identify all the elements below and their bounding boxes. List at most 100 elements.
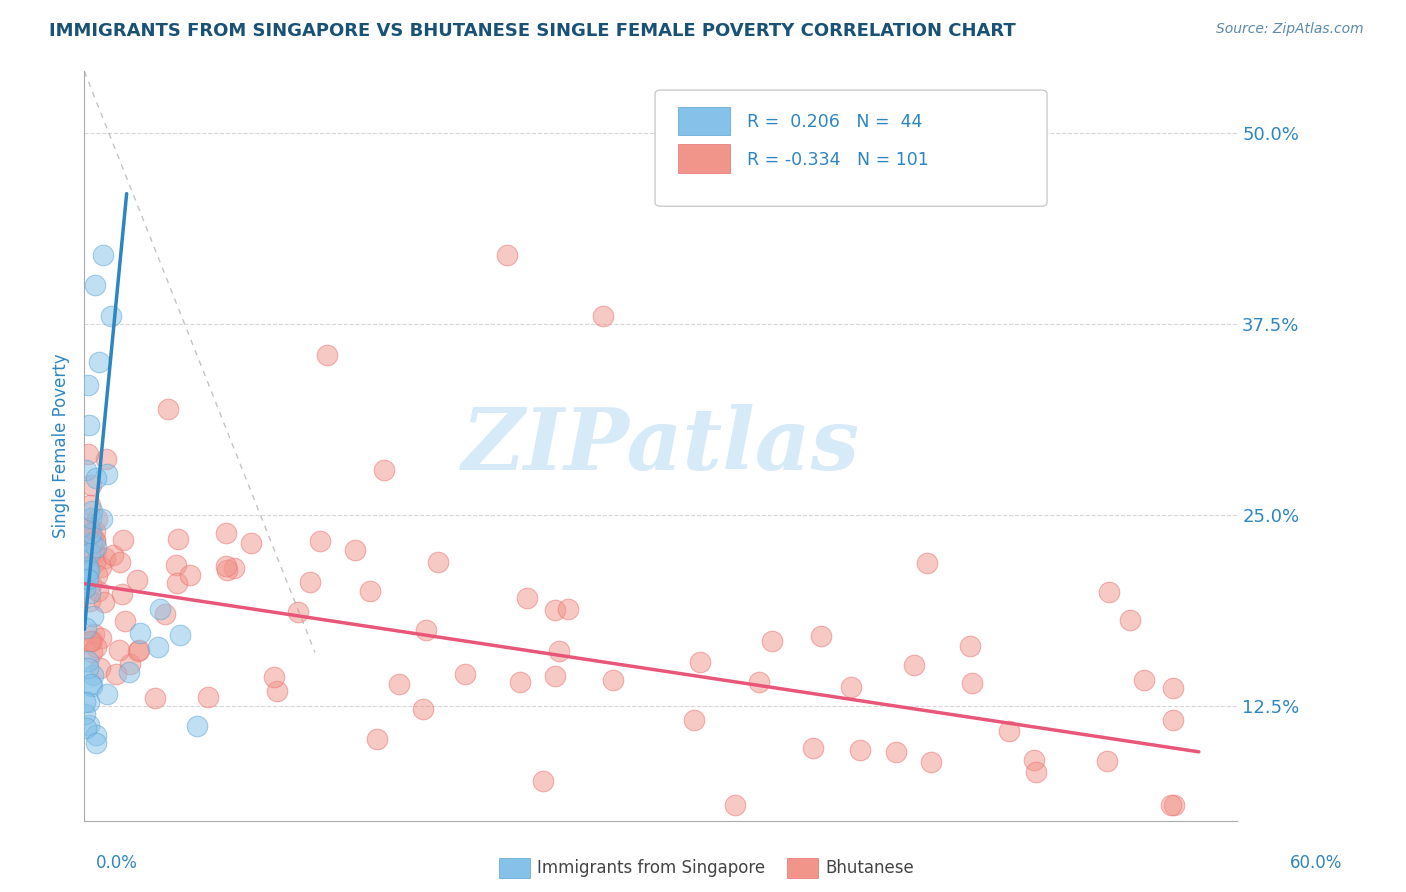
Point [263, 670, 285, 684]
Point [90, 631, 112, 645]
Point [724, 798, 747, 813]
Point [79, 521, 101, 535]
Point [86, 512, 108, 526]
Point [803, 741, 825, 756]
Point [80, 677, 103, 691]
Point [197, 690, 219, 705]
Point [77, 566, 100, 580]
Point [920, 755, 942, 769]
Point [94, 451, 117, 466]
Point [917, 557, 939, 571]
Point [748, 675, 770, 690]
Point [153, 607, 176, 621]
Point [82, 609, 104, 624]
Point [1095, 754, 1118, 768]
Point [82, 667, 104, 681]
Point [146, 640, 169, 654]
Point [79, 586, 101, 600]
Point [75, 463, 97, 477]
Point [83, 555, 105, 569]
Point [544, 669, 567, 683]
Text: ZIPatlas: ZIPatlas [461, 404, 860, 488]
Point [80, 477, 103, 491]
Point [516, 591, 538, 606]
Point [75, 621, 97, 635]
Point [120, 657, 142, 672]
Point [118, 665, 141, 679]
Point [84, 540, 107, 554]
Point [79, 594, 101, 608]
Point [77, 572, 100, 586]
Point [810, 629, 832, 643]
Point [544, 603, 567, 617]
Point [903, 658, 925, 673]
Point [77, 563, 100, 577]
Point [108, 556, 131, 570]
Point [77, 418, 100, 433]
Point [93, 248, 115, 262]
Point [287, 605, 309, 619]
Point [79, 498, 101, 512]
Point [127, 644, 149, 658]
Point [1025, 765, 1047, 780]
Point [266, 684, 288, 698]
Point [75, 695, 97, 709]
Point [75, 581, 97, 595]
Point [76, 447, 98, 461]
Point [886, 745, 908, 759]
Point [107, 642, 129, 657]
Point [80, 576, 103, 591]
Point [165, 558, 187, 572]
Point [343, 543, 366, 558]
Point [167, 532, 190, 546]
Point [101, 548, 124, 562]
Point [1098, 585, 1121, 599]
Text: 60.0%: 60.0% [1291, 855, 1343, 872]
Point [82, 679, 104, 693]
Point [83, 627, 105, 641]
Point [602, 673, 624, 687]
Point [86, 640, 108, 654]
Point [166, 575, 188, 590]
Point [77, 520, 100, 534]
Point [454, 667, 477, 681]
Point [839, 680, 862, 694]
Point [128, 643, 150, 657]
Point [87, 355, 110, 369]
Point [75, 706, 97, 721]
Point [79, 546, 101, 560]
Point [373, 462, 395, 476]
Point [186, 719, 208, 733]
Point [415, 623, 437, 637]
Point [222, 560, 245, 574]
Point [76, 378, 98, 392]
Point [557, 602, 579, 616]
Point [89, 661, 111, 675]
Point [240, 536, 263, 550]
Point [87, 584, 110, 599]
Point [998, 724, 1021, 739]
Point [93, 595, 115, 609]
Point [129, 625, 152, 640]
Text: R = -0.334   N = 101: R = -0.334 N = 101 [748, 151, 929, 169]
Point [114, 614, 136, 628]
Point [531, 774, 554, 789]
Point [96, 467, 118, 482]
Point [86, 471, 108, 485]
Point [82, 634, 104, 648]
Point [94, 551, 117, 566]
Point [84, 727, 107, 741]
Point [79, 510, 101, 524]
Text: IMMIGRANTS FROM SINGAPORE VS BHUTANESE SINGLE FEMALE POVERTY CORRELATION CHART: IMMIGRANTS FROM SINGAPORE VS BHUTANESE S… [49, 22, 1017, 40]
Point [100, 309, 122, 323]
Point [215, 563, 238, 577]
Point [83, 524, 105, 538]
Point [76, 572, 98, 586]
Point [1161, 681, 1184, 696]
Point [80, 645, 103, 659]
Point [79, 633, 101, 648]
Bar [678, 106, 730, 135]
Point [761, 633, 783, 648]
Point [84, 736, 107, 750]
Text: R =  0.206   N =  44: R = 0.206 N = 44 [748, 113, 922, 131]
